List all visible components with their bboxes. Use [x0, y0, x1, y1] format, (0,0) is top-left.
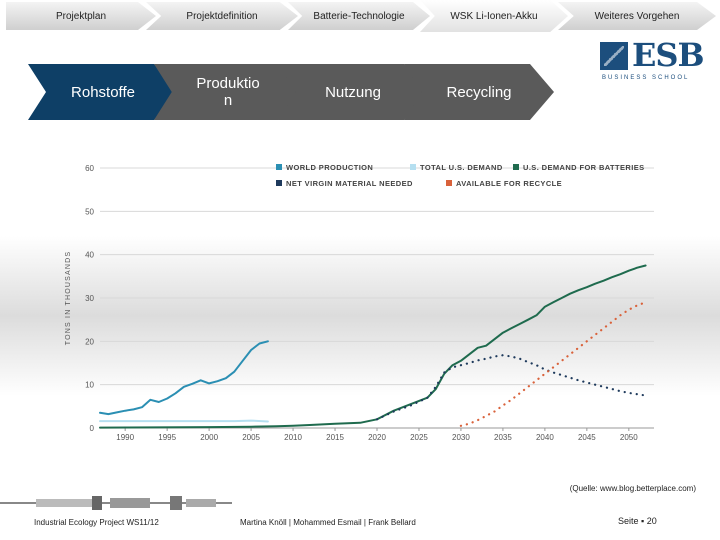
- series-line: [99, 340, 269, 416]
- series-line: [375, 354, 647, 421]
- footer-authors: Martina Knöll | Mohammed Esmail | Frank …: [240, 518, 416, 527]
- footer: Industrial Ecology Project WS11/12 Marti…: [0, 496, 720, 540]
- tab-projektdefinition[interactable]: Projektdefinition: [146, 2, 298, 30]
- series-line: [99, 419, 269, 423]
- y-tick-label: 30: [85, 294, 94, 303]
- esb-logo-mark: [600, 42, 628, 70]
- y-tick-label: 0: [90, 424, 95, 433]
- x-tick-label: 2025: [410, 433, 428, 442]
- y-tick-label: 50: [85, 207, 94, 216]
- tab-label: Projektdefinition: [186, 10, 258, 22]
- legend-label: WORLD PRODUCTION: [286, 163, 373, 172]
- phase-recycling[interactable]: Recycling: [404, 64, 554, 120]
- legend-swatch: [276, 164, 282, 170]
- x-tick-label: 1990: [116, 433, 134, 442]
- legend-swatch: [513, 164, 519, 170]
- tab-label: Weiteres Vorgehen: [594, 10, 680, 22]
- phase-label: Produktio n: [196, 75, 260, 109]
- tab-label: Projektplan: [55, 10, 107, 22]
- phase-label: Rohstoffe: [71, 83, 135, 101]
- phase-label: Recycling: [446, 83, 512, 101]
- legend-swatch: [276, 180, 282, 186]
- top-navigation: Projektplan Projektdefinition Batterie-T…: [0, 0, 720, 34]
- esb-logo-subtitle: BUSINESS SCHOOL: [602, 75, 690, 81]
- tab-projektplan[interactable]: Projektplan: [6, 2, 156, 30]
- x-tick-label: 2040: [536, 433, 554, 442]
- tab-weiteres-vorgehen[interactable]: Weiteres Vorgehen: [558, 2, 716, 30]
- legend-swatch: [446, 180, 452, 186]
- phase-label: Nutzung: [325, 83, 381, 101]
- legend-label: TOTAL U.S. DEMAND: [420, 163, 503, 172]
- series-line: [459, 301, 647, 427]
- legend-label: AVAILABLE FOR RECYCLE: [456, 179, 562, 188]
- footer-page-number: Seite ▪ 20: [618, 516, 657, 526]
- x-tick-label: 2035: [494, 433, 512, 442]
- footer-decoration: [0, 496, 232, 510]
- y-tick-label: 60: [85, 164, 94, 173]
- y-tick-label: 10: [85, 381, 94, 390]
- x-tick-label: 2045: [578, 433, 596, 442]
- esb-logo: ESB BUSINESS SCHOOL: [600, 36, 705, 88]
- tab-wsk-li-ionen-akku[interactable]: WSK Li-Ionen-Akku: [420, 0, 568, 32]
- source-citation: (Quelle: www.blog.betterplace.com): [569, 484, 696, 493]
- legend-label: U.S. DEMAND FOR BATTERIES: [523, 163, 645, 172]
- x-tick-label: 2020: [368, 433, 386, 442]
- esb-logo-text: ESB: [632, 36, 705, 74]
- y-tick-label: 40: [85, 251, 94, 260]
- phase-rohstoffe[interactable]: Rohstoffe: [28, 64, 178, 120]
- x-tick-label: 1995: [158, 433, 176, 442]
- x-tick-label: 2030: [452, 433, 470, 442]
- phase-produktion[interactable]: Produktio n: [154, 64, 302, 120]
- x-tick-label: 2010: [284, 433, 302, 442]
- tab-label: WSK Li-Ionen-Akku: [450, 10, 538, 22]
- x-tick-label: 2015: [326, 433, 344, 442]
- legend-swatch: [410, 164, 416, 170]
- legend-label: NET VIRGIN MATERIAL NEEDED: [286, 179, 413, 188]
- background-band: [0, 236, 720, 396]
- phase-nutzung[interactable]: Nutzung: [278, 64, 428, 120]
- footer-project: Industrial Ecology Project WS11/12: [34, 518, 159, 527]
- tab-batterie-technologie[interactable]: Batterie-Technologie: [288, 2, 430, 30]
- y-tick-label: 20: [85, 337, 94, 346]
- x-tick-label: 2000: [200, 433, 218, 442]
- y-axis-label: TONS IN THOUSANDS: [65, 251, 72, 345]
- x-tick-label: 2050: [620, 433, 638, 442]
- tab-label: Batterie-Technologie: [313, 10, 405, 22]
- series-line: [99, 264, 647, 429]
- x-tick-label: 2005: [242, 433, 260, 442]
